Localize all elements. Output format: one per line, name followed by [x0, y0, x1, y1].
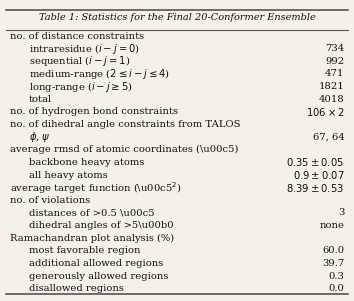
Text: $\phi$, $\psi$: $\phi$, $\psi$ — [29, 130, 51, 144]
Text: $0.35 \pm 0.05$: $0.35 \pm 0.05$ — [286, 157, 344, 169]
Text: Table 1: Statistics for the Final 20-Conformer Ensemble: Table 1: Statistics for the Final 20-Con… — [39, 13, 315, 22]
Text: 992: 992 — [325, 57, 344, 66]
Text: disallowed regions: disallowed regions — [29, 284, 124, 293]
Text: $8.39 \pm 0.53$: $8.39 \pm 0.53$ — [286, 182, 344, 194]
Text: 0.3: 0.3 — [329, 272, 344, 281]
Text: distances of >0.5 \u00c5: distances of >0.5 \u00c5 — [29, 209, 154, 218]
Text: average target function (\u00c5$^2$): average target function (\u00c5$^2$) — [10, 180, 181, 196]
Text: 1821: 1821 — [319, 82, 344, 91]
Text: 471: 471 — [325, 70, 344, 79]
Text: no. of dihedral angle constraints from TALOS: no. of dihedral angle constraints from T… — [10, 120, 240, 129]
Text: 39.7: 39.7 — [322, 259, 344, 268]
Text: Ramachandran plot analysis (%): Ramachandran plot analysis (%) — [10, 234, 174, 243]
Text: 4018: 4018 — [319, 95, 344, 104]
Text: no. of violations: no. of violations — [10, 196, 90, 205]
Text: all heavy atoms: all heavy atoms — [29, 171, 108, 180]
Text: average rmsd of atomic coordinates (\u00c5): average rmsd of atomic coordinates (\u00… — [10, 145, 238, 154]
Text: no. of hydrogen bond constraints: no. of hydrogen bond constraints — [10, 107, 178, 116]
Text: 60.0: 60.0 — [322, 247, 344, 256]
Text: backbone heavy atoms: backbone heavy atoms — [29, 158, 144, 167]
Text: long-range ($i - j \geq 5$): long-range ($i - j \geq 5$) — [29, 79, 132, 94]
Text: sequential ($i - j = 1$): sequential ($i - j = 1$) — [29, 54, 130, 68]
Text: no. of distance constraints: no. of distance constraints — [10, 32, 144, 41]
Text: additional allowed regions: additional allowed regions — [29, 259, 163, 268]
Text: dihedral angles of >5\u00b0: dihedral angles of >5\u00b0 — [29, 221, 173, 230]
Text: 3: 3 — [338, 209, 344, 218]
Text: most favorable region: most favorable region — [29, 247, 140, 256]
Text: none: none — [319, 221, 344, 230]
Text: total: total — [29, 95, 52, 104]
Text: generously allowed regions: generously allowed regions — [29, 272, 168, 281]
Text: 734: 734 — [325, 44, 344, 53]
Text: 67, 64: 67, 64 — [313, 133, 344, 142]
Text: medium-range ($2 \leq i - j \leq 4$): medium-range ($2 \leq i - j \leq 4$) — [29, 67, 170, 81]
Text: $106 \times 2$: $106 \times 2$ — [306, 106, 344, 118]
Text: intraresidue ($i - j = 0$): intraresidue ($i - j = 0$) — [29, 42, 140, 56]
Text: 0.0: 0.0 — [329, 284, 344, 293]
Text: $0.9 \pm 0.07$: $0.9 \pm 0.07$ — [293, 169, 344, 181]
